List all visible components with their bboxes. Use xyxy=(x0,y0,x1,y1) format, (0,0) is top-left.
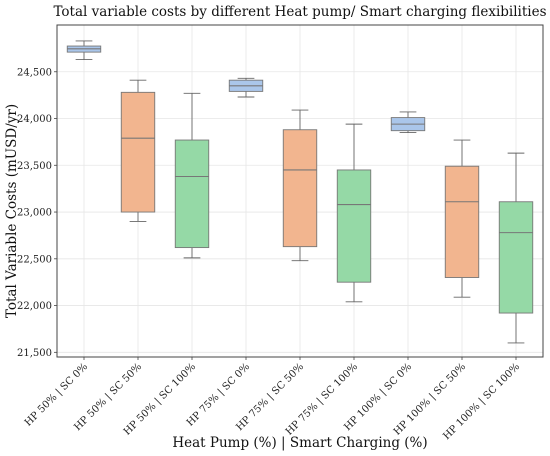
y-axis-label: Total Variable Costs (mUSD/yr) xyxy=(4,104,20,318)
iqr-box xyxy=(282,129,318,248)
box-6 xyxy=(336,123,372,303)
chart-title: Total variable costs by different Heat p… xyxy=(53,4,546,20)
y-tick-label: 23,000 xyxy=(17,208,52,219)
box-8 xyxy=(444,139,480,298)
iqr-box xyxy=(174,139,210,249)
iqr-box xyxy=(336,169,372,283)
y-tick-label: 21,500 xyxy=(17,348,52,359)
y-tick-label: 22,000 xyxy=(17,301,52,312)
box-9 xyxy=(498,152,534,344)
y-tick-label: 23,500 xyxy=(17,161,52,172)
iqr-box xyxy=(444,165,480,278)
y-tick-label: 24,000 xyxy=(17,114,52,125)
iqr-box xyxy=(120,91,156,213)
iqr-box xyxy=(498,201,534,314)
y-tick-label: 24,500 xyxy=(17,67,52,78)
box-3 xyxy=(174,92,210,259)
box-4 xyxy=(228,77,264,98)
x-axis-label: Heat Pump (%) | Smart Charging (%) xyxy=(172,435,427,451)
box-2 xyxy=(120,79,156,222)
plot-frame xyxy=(56,24,544,358)
y-tick-label: 22,500 xyxy=(17,254,52,265)
box-1 xyxy=(66,40,102,61)
x-axis-ticks: HP 50% | SC 0%HP 50% | SC 50%HP 50% | SC… xyxy=(23,357,522,442)
box-5 xyxy=(282,109,318,262)
y-axis-ticks: 21,500 22,000 22,500 23,000 23,500 24,000 24,5… xyxy=(17,67,57,359)
boxes-layer xyxy=(66,40,534,344)
box-7 xyxy=(390,111,426,133)
